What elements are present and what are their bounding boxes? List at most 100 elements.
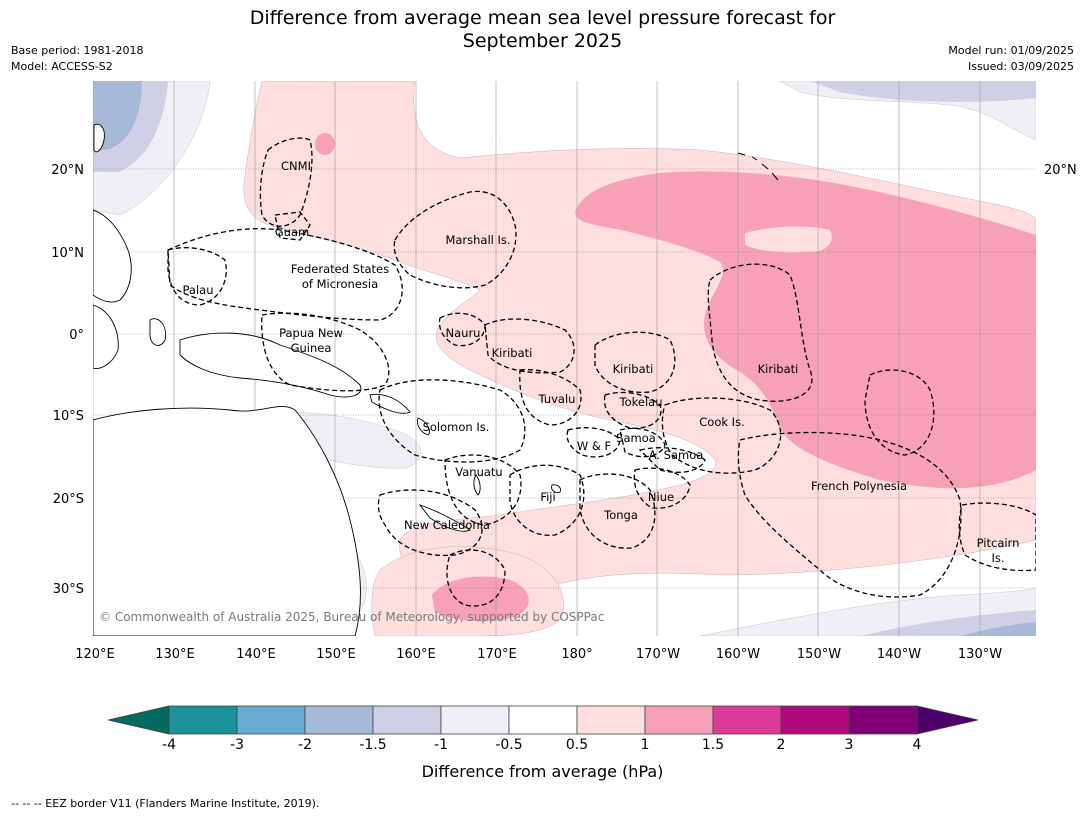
latitude-gridlines bbox=[93, 168, 1036, 589]
label-french-polynesia: French Polynesia bbox=[811, 479, 907, 493]
lat-label-10n: 10°N bbox=[51, 246, 84, 261]
lon-label-140w: 140°W bbox=[877, 647, 921, 662]
eez-norfolk bbox=[446, 549, 506, 607]
coast-vanuatu bbox=[473, 474, 481, 496]
coast-australia bbox=[93, 406, 361, 636]
label-tonga: Tonga bbox=[603, 508, 638, 522]
coast-sulawesi bbox=[149, 318, 166, 346]
label-nauru: Nauru bbox=[446, 326, 481, 340]
eez-tonga bbox=[579, 473, 656, 549]
lon-label-170e: 170°E bbox=[477, 647, 517, 662]
model-run-text: Model run: 01/09/2025 bbox=[948, 44, 1074, 57]
coast-new-caledonia bbox=[418, 504, 471, 532]
title-line-1: Difference from average mean sea level p… bbox=[249, 7, 836, 29]
label-cook-islands: Cook Is. bbox=[699, 415, 744, 429]
label-png-line2: Guinea bbox=[291, 341, 332, 355]
label-kiribati-west: Kiribati bbox=[492, 346, 533, 360]
eez-guam bbox=[274, 211, 311, 241]
coast-taiwan bbox=[93, 123, 105, 153]
eez-niue bbox=[633, 467, 691, 509]
eez-footnote: -- -- -- EEZ border V11 (Flanders Marine… bbox=[11, 797, 320, 810]
colorbar-label: Difference from average (hPa) bbox=[421, 762, 664, 781]
meta-left: Base period: 1981-2018 Model: ACCESS-S2 bbox=[11, 43, 143, 75]
lon-label-170w: 170°W bbox=[636, 647, 680, 662]
lon-label-180: 180° bbox=[561, 647, 592, 662]
eez-fsm bbox=[167, 228, 403, 321]
lat-label-10s: 10°S bbox=[53, 409, 84, 424]
anomaly-area-pos-1-central bbox=[575, 171, 1036, 489]
colorbar-tick-1: 1 bbox=[640, 737, 650, 753]
label-marshall-islands: Marshall Is. bbox=[445, 233, 510, 247]
label-wallis-futuna: W & F bbox=[577, 439, 611, 453]
label-cnmi: CNMI bbox=[281, 159, 311, 173]
colorbar-bin-m1-m05 bbox=[440, 705, 510, 735]
eez-kiribati-central bbox=[594, 331, 676, 394]
lat-label-20s: 20°S bbox=[53, 492, 84, 507]
lon-label-130e: 130°E bbox=[155, 647, 195, 662]
meta-right: Model run: 01/09/2025 Issued: 03/09/2025 bbox=[948, 43, 1074, 75]
colorbar-tick-m15: -1.5 bbox=[359, 737, 387, 753]
label-pitcairn-line1: Pitcairn bbox=[977, 536, 1020, 550]
colorbar-tick-m3: -3 bbox=[230, 737, 244, 753]
colorbar-over-arrow bbox=[916, 705, 979, 735]
eez-solomon bbox=[378, 379, 526, 463]
chart-title: Difference from average mean sea level p… bbox=[0, 7, 1085, 53]
lon-label-130w: 130°W bbox=[958, 647, 1002, 662]
eez-nauru bbox=[438, 312, 486, 347]
label-kiribati-east: Kiribati bbox=[758, 362, 799, 376]
eez-cnmi bbox=[259, 137, 313, 227]
colorbar-bin-1-15 bbox=[644, 705, 714, 735]
eez-vanuatu bbox=[444, 454, 522, 526]
coastlines bbox=[93, 123, 561, 636]
longitude-labels: 120°E 130°E 140°E 150°E 160°E 170°E 180°… bbox=[75, 647, 1002, 662]
colorbar-bin-m3-m2 bbox=[236, 705, 306, 735]
label-fsm-line1: Federated States bbox=[291, 262, 389, 276]
longitude-gridlines bbox=[93, 81, 981, 636]
label-pitcairn-line2: Is. bbox=[991, 551, 1004, 565]
issued-text: Issued: 03/09/2025 bbox=[967, 60, 1074, 73]
colorbar-tick-m05: -0.5 bbox=[495, 737, 523, 753]
eez-marshall bbox=[393, 190, 517, 289]
colorbar-bin-2-3 bbox=[780, 705, 850, 735]
colorbar-tick-m1: -1 bbox=[434, 737, 448, 753]
lon-label-160e: 160°E bbox=[396, 647, 436, 662]
coast-philippines bbox=[93, 209, 132, 303]
label-new-caledonia: New Caledonia bbox=[404, 518, 490, 532]
lat-label-0: 0° bbox=[69, 328, 84, 343]
colorbar-tick-15: 1.5 bbox=[701, 737, 725, 753]
colorbar-bin-3-4 bbox=[848, 705, 918, 735]
coast-mindanao bbox=[93, 304, 119, 369]
coast-hawaii bbox=[737, 152, 779, 181]
eez-borders bbox=[167, 137, 1036, 607]
latitude-labels: 20°N 10°N 0° 10°S 20°S 30°S bbox=[51, 163, 84, 597]
eez-marquesas bbox=[864, 369, 935, 456]
eez-wallis-futuna bbox=[566, 427, 621, 458]
place-labels: CNMI Guam Marshall Is. Federated States … bbox=[183, 159, 1020, 565]
eez-samoa bbox=[619, 427, 666, 458]
eez-tuvalu bbox=[519, 369, 582, 426]
label-tuvalu: Tuvalu bbox=[538, 392, 576, 406]
lat-label-20n: 20°N bbox=[51, 163, 84, 178]
title-line-2: September 2025 bbox=[462, 30, 623, 52]
lon-label-150e: 150°E bbox=[316, 647, 356, 662]
colorbar-bin-m2-m15 bbox=[304, 705, 374, 735]
eez-kiribati-east bbox=[707, 263, 813, 402]
anomaly-area-neg-2-nw bbox=[93, 81, 142, 150]
eez-png bbox=[261, 312, 390, 392]
model-text: Model: ACCESS-S2 bbox=[11, 60, 113, 73]
colorbar-tick-2: 2 bbox=[776, 737, 786, 753]
label-png-line1: Papua New bbox=[279, 326, 343, 340]
coast-solomon bbox=[417, 417, 430, 436]
label-niue: Niue bbox=[648, 490, 674, 504]
label-tokelau: Tokelau bbox=[619, 395, 663, 409]
eez-fiji bbox=[509, 464, 585, 536]
colorbar-tick-05: 0.5 bbox=[565, 737, 589, 753]
label-guam: Guam bbox=[275, 225, 309, 239]
label-fiji: Fiji bbox=[540, 490, 555, 504]
latitude-labels-right: 20°N bbox=[1044, 163, 1077, 178]
colorbar-tick-4: 4 bbox=[912, 737, 922, 753]
label-american-samoa: A. Samoa bbox=[649, 448, 704, 462]
base-period-text: Base period: 1981-2018 bbox=[11, 44, 144, 57]
eez-new-caledonia bbox=[377, 489, 483, 557]
